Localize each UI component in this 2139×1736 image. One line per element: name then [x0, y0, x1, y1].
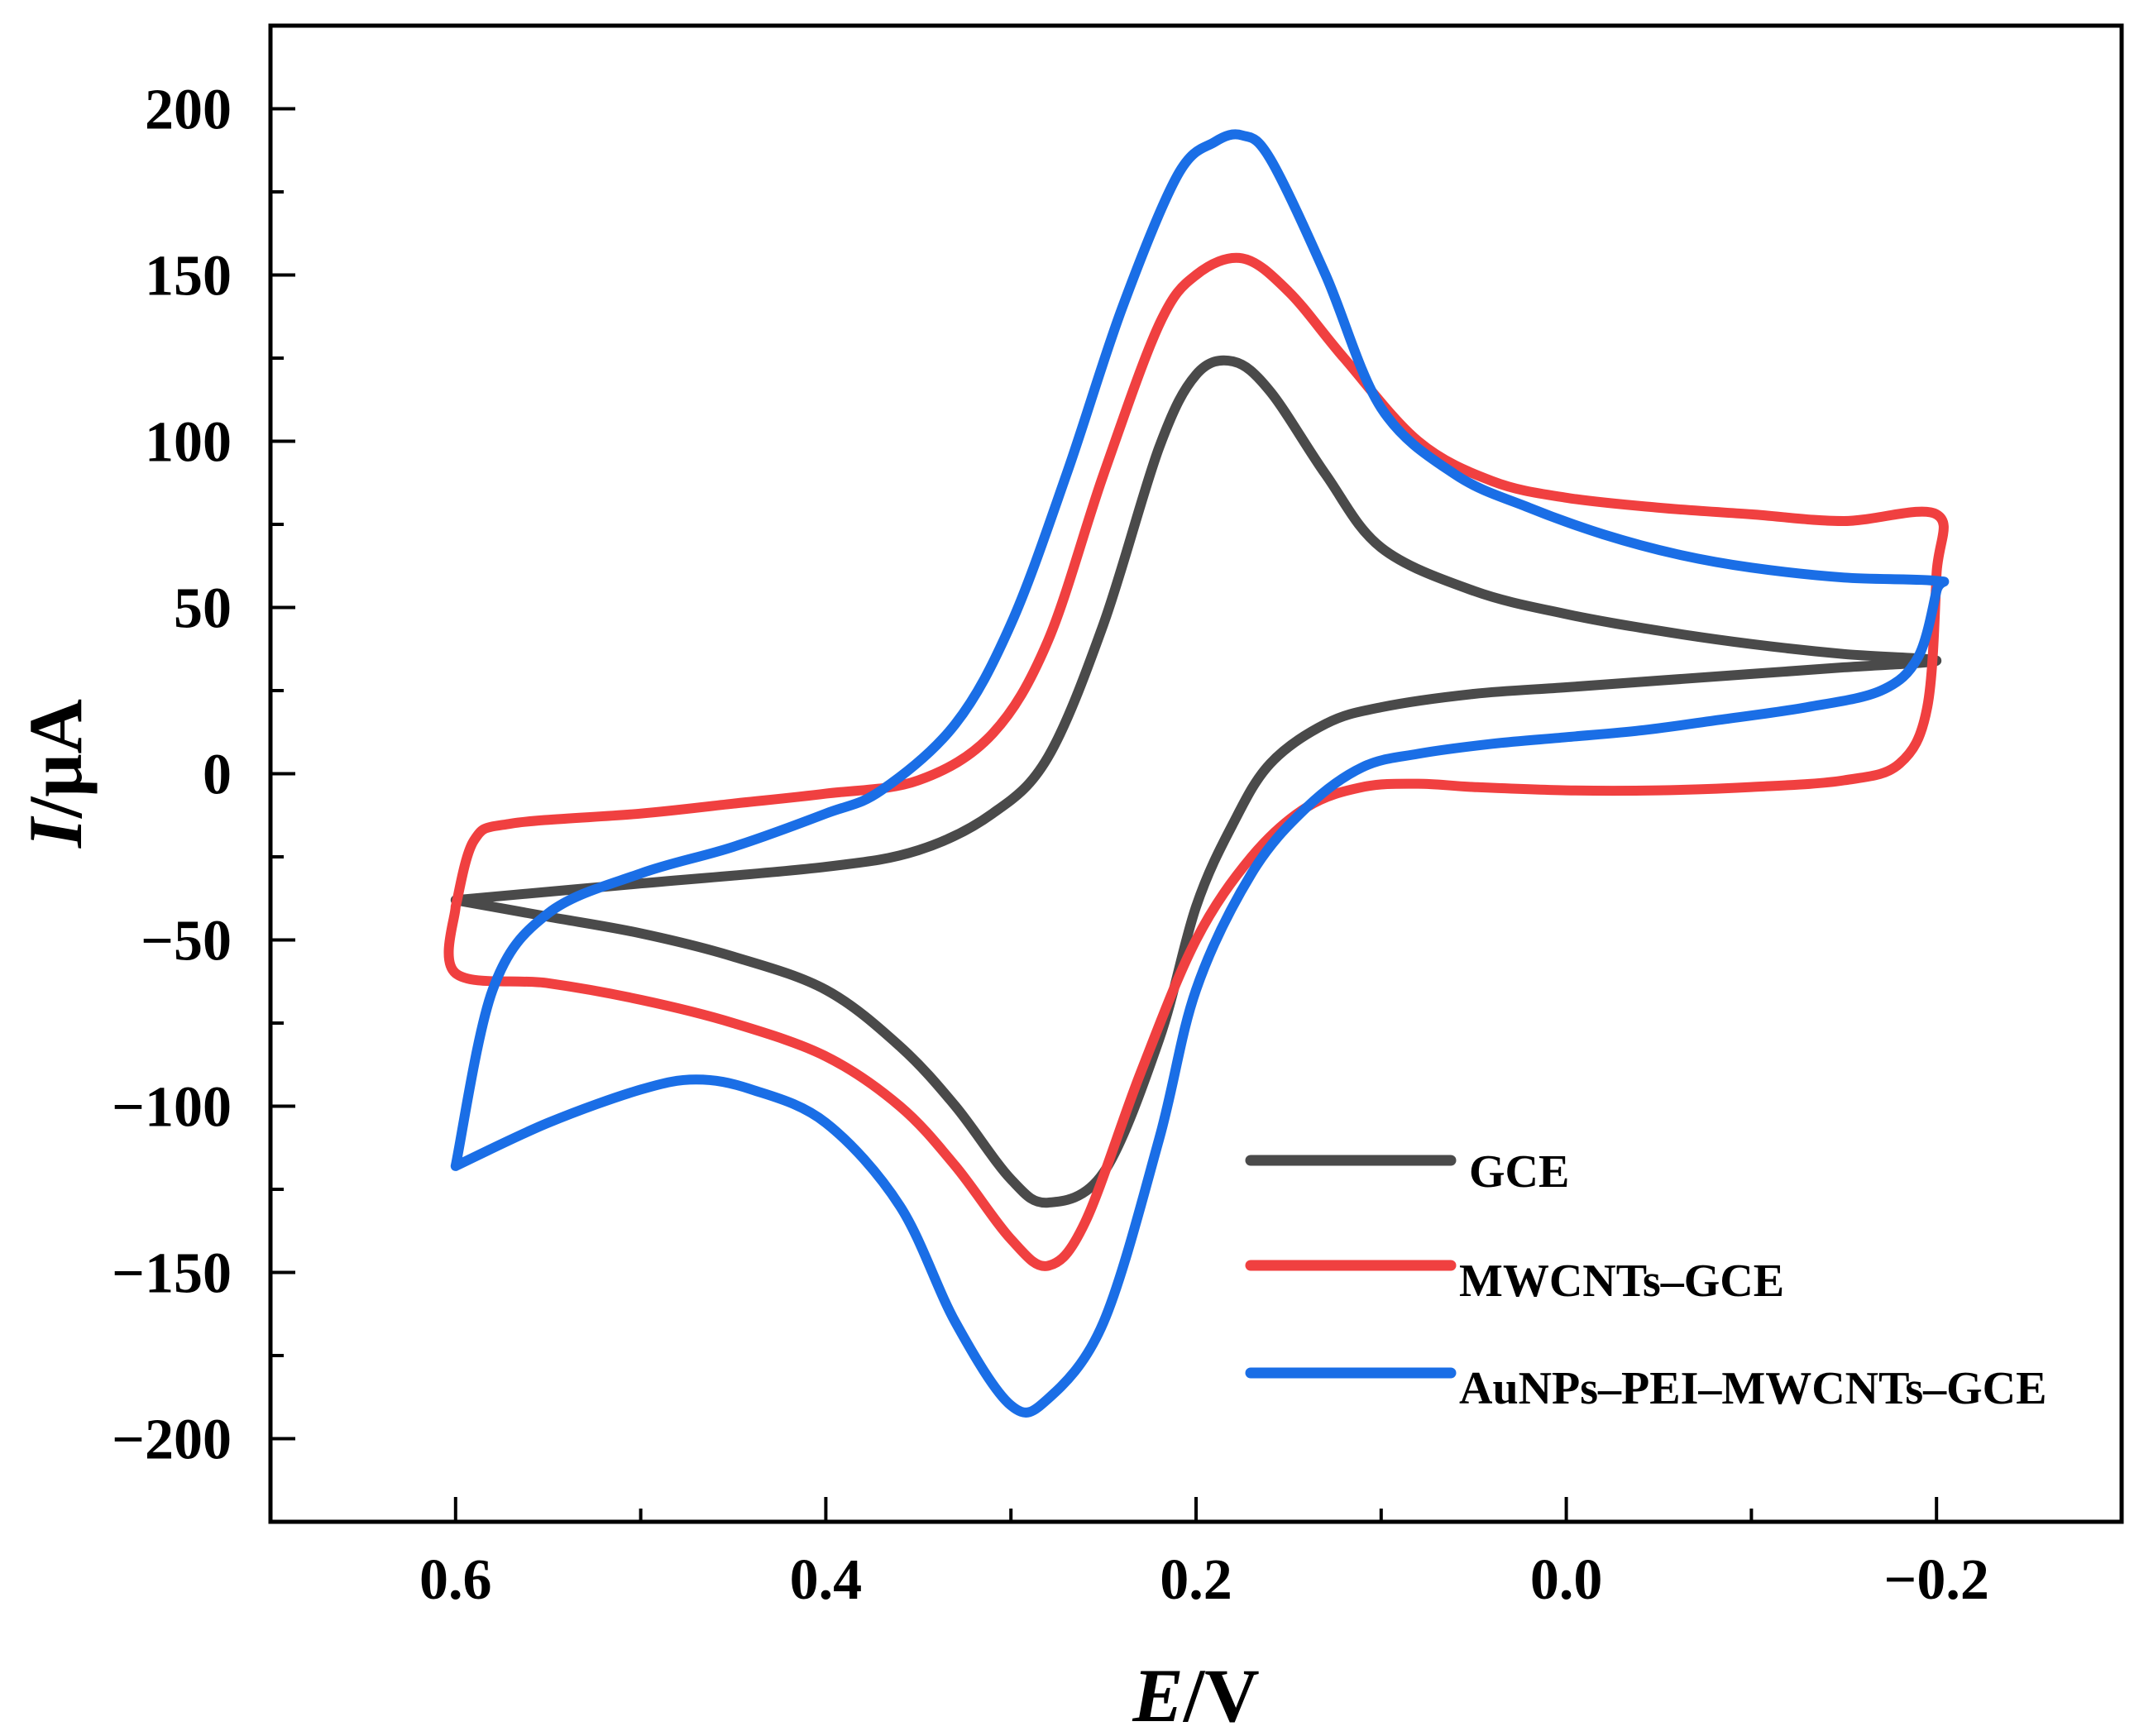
y-tick-label: −200 — [112, 1408, 232, 1472]
legend-label-aunps-pei-mwcnts-gce: AuNPs–PEI–MWCNTs–GCE — [1459, 1363, 2046, 1414]
y-axis-unit: /μA — [13, 699, 98, 819]
legend-label-mwcnts-gce: MWCNTs–GCE — [1459, 1255, 1784, 1307]
y-axis-ticks: 200 150 100 50 0 −50 −100 −150 −200 — [112, 79, 295, 1472]
legend-label-gce: GCE — [1469, 1146, 1569, 1198]
x-tick-label: −0.2 — [1884, 1548, 1989, 1612]
y-tick-label: 50 — [174, 577, 232, 641]
x-axis-ticks: 0.6 0.4 0.2 0.0 −0.2 — [419, 1497, 1989, 1612]
y-tick-label: −50 — [141, 910, 232, 973]
y-tick-label: −100 — [112, 1076, 232, 1140]
legend: GCE MWCNTs–GCE AuNPs–PEI–MWCNTs–GCE — [1245, 1146, 2046, 1414]
y-tick-label: 100 — [145, 411, 232, 475]
plot-lines — [443, 129, 1950, 1418]
series-line-mwcnts-gce — [443, 252, 1949, 1271]
y-tick-label: 0 — [203, 744, 232, 807]
series-line-aunps-pei-mwcnts-gce — [450, 129, 1950, 1418]
x-axis-title: E/V — [1132, 1653, 1259, 1736]
x-axis-unit: /V — [1183, 1653, 1260, 1736]
x-tick-label: 0.6 — [419, 1548, 492, 1612]
y-axis-title: I/μA — [13, 699, 98, 849]
y-tick-label: 150 — [145, 245, 232, 308]
series-line-gce — [450, 355, 1942, 1208]
x-tick-label: 0.2 — [1160, 1548, 1232, 1612]
y-tick-label: −150 — [112, 1242, 232, 1306]
x-axis-symbol: E — [1132, 1653, 1183, 1736]
x-tick-label: 0.0 — [1530, 1548, 1603, 1612]
y-tick-label: 200 — [145, 79, 232, 142]
x-tick-label: 0.4 — [790, 1548, 863, 1612]
y-axis-symbol: I — [13, 815, 98, 849]
